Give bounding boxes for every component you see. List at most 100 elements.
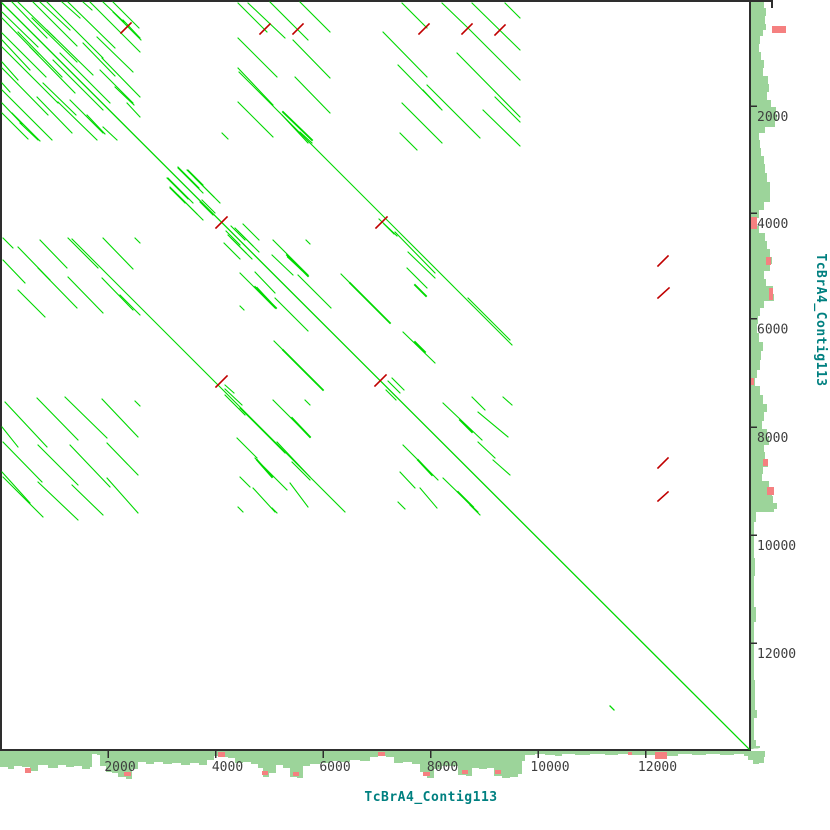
forward-match-segment: [348, 281, 392, 325]
forward-match-segment-mirror: [1, 46, 59, 104]
forward-match-segment: [385, 389, 397, 401]
forward-match-segment-mirror: [169, 187, 186, 204]
forward-match-segment: [69, 444, 111, 488]
forward-match-segment: [305, 239, 311, 245]
forward-match-segment: [426, 84, 481, 139]
forward-match-segment: [122, 19, 141, 39]
forward-match-segment: [291, 461, 311, 481]
forward-match-segment: [69, 99, 104, 134]
forward-match-segment: [274, 297, 309, 332]
right-histogram-red-mark: [767, 487, 774, 495]
forward-match-segment: [36, 96, 73, 134]
right-histogram-red-mark: [772, 26, 786, 33]
forward-match-segment: [401, 102, 443, 144]
forward-match-segment-mirror: [1, 112, 29, 140]
forward-match-segment: [469, 504, 481, 516]
bottom-histogram-red-mark: [628, 752, 632, 755]
y-axis-tick-label: 6000: [757, 323, 788, 338]
forward-match-segment: [456, 52, 521, 118]
forward-match-segment: [255, 286, 272, 304]
reverse-match-segment: [493, 23, 507, 37]
forward-match-segment: [304, 399, 311, 406]
right-histogram-red-mark: [763, 459, 768, 466]
forward-match-segment: [177, 194, 204, 221]
forward-match-segment: [394, 231, 436, 274]
forward-match-segment: [37, 267, 78, 309]
forward-match-segment: [391, 377, 405, 391]
forward-match-segment: [46, 1, 104, 59]
forward-match-segment: [1, 61, 19, 81]
forward-match-segment: [247, 2, 286, 39]
reverse-match-segment: [291, 22, 305, 36]
reverse-match-segment: [119, 21, 133, 35]
forward-match-segment: [413, 283, 428, 298]
forward-match-segment: [221, 132, 229, 140]
forward-match-segment: [64, 396, 108, 439]
bottom-histogram-red-mark: [124, 772, 131, 776]
forward-match-segment: [102, 237, 134, 270]
forward-match-segment-mirror: [286, 255, 304, 272]
forward-match-segment-mirror: [1, 32, 47, 78]
forward-match-segment: [89, 1, 141, 53]
forward-match-segment: [177, 167, 204, 194]
forward-match-segment: [482, 109, 521, 147]
forward-match-segment: [477, 411, 509, 438]
forward-match-segment: [17, 31, 63, 78]
forward-match-segment: [1, 2, 750, 750]
forward-match-segment: [239, 407, 286, 454]
forward-match-segment-mirror: [297, 274, 332, 309]
reverse-match-segment: [417, 22, 431, 36]
bottom-coverage-histogram: [0, 751, 765, 779]
reverse-match-segment: [214, 374, 229, 389]
forward-match-segment: [467, 27, 521, 81]
forward-match-segment-mirror: [1, 11, 39, 48]
forward-match-segment: [416, 458, 434, 477]
forward-match-segment: [402, 331, 436, 364]
plot-border: [0, 0, 751, 751]
forward-match-segment: [238, 71, 513, 346]
right-histogram-red-mark: [750, 378, 754, 385]
reverse-match-segment: [373, 373, 388, 388]
forward-match-segment: [36, 397, 79, 441]
forward-match-segment: [67, 276, 104, 314]
bottom-histogram-red-mark: [495, 770, 501, 774]
forward-match-segment: [239, 476, 251, 488]
forward-match-segment: [52, 59, 104, 111]
forward-match-segment-mirror: [82, 1, 93, 11]
reverse-match-segment: [374, 215, 389, 230]
forward-match-segment: [399, 471, 416, 489]
forward-match-segment-mirror: [271, 254, 294, 276]
x-axis-tick-label: 10000: [530, 760, 569, 775]
forward-match-segment: [17, 289, 46, 318]
forward-match-segment-mirror: [194, 177, 221, 204]
forward-match-segment: [82, 42, 116, 77]
forward-match-segment-mirror: [281, 348, 325, 392]
y-axis-tick-label: 8000: [757, 431, 788, 446]
forward-match-segment: [237, 2, 268, 33]
forward-match-segment: [106, 477, 139, 514]
forward-match-segment-mirror: [273, 340, 289, 356]
x-axis-tick-label: 6000: [319, 760, 350, 775]
forward-match-segment: [340, 273, 356, 289]
forward-match-segment: [237, 506, 244, 513]
forward-match-segment: [236, 437, 258, 459]
forward-match-segment: [456, 490, 475, 509]
bottom-histogram-red-mark: [655, 752, 667, 759]
x-axis-tick-label: 2000: [104, 760, 135, 775]
forward-match-segment: [126, 102, 141, 118]
right-coverage-histogram: [751, 0, 777, 749]
bottom-histogram-red-mark: [462, 770, 468, 774]
forward-match-segment: [276, 441, 311, 478]
forward-match-segment: [477, 441, 496, 459]
forward-match-segment: [294, 76, 331, 114]
forward-match-segment: [407, 251, 436, 279]
forward-match-segment-mirror: [19, 122, 39, 141]
forward-match-segment: [224, 394, 246, 416]
right-histogram-red-mark: [751, 217, 757, 229]
forward-match-segment: [458, 418, 474, 434]
forward-match-segment: [199, 201, 214, 216]
forward-match-segment: [406, 267, 428, 289]
forward-match-segment: [39, 239, 68, 269]
forward-match-segment: [237, 67, 274, 106]
forward-match-segment: [494, 96, 521, 123]
